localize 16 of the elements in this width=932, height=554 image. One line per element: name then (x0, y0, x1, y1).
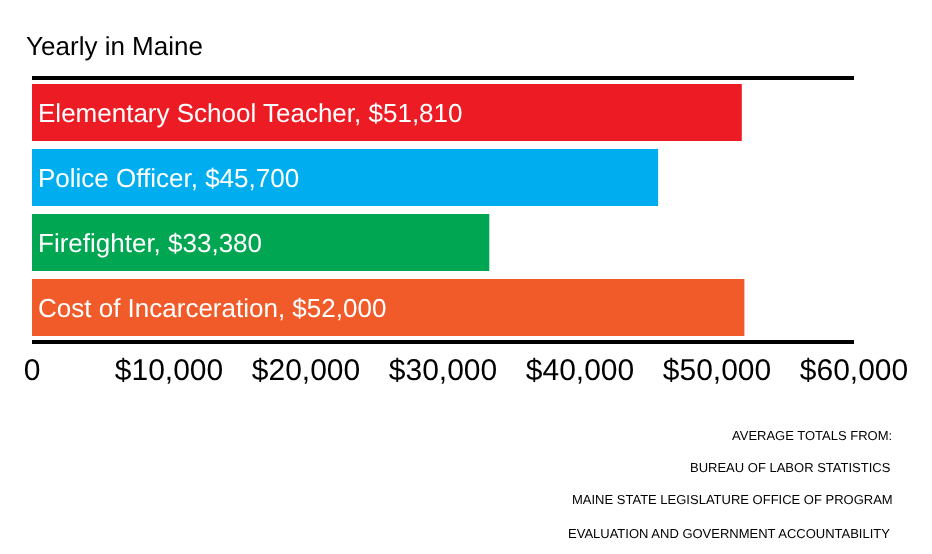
x-tick-label: $50,000 (662, 353, 772, 388)
x-tick-label: $30,000 (388, 353, 498, 388)
x-tick-label: $20,000 (251, 353, 361, 388)
x-tick-label: $10,000 (114, 353, 224, 388)
bar (32, 148, 659, 207)
bar (32, 83, 742, 142)
data-label: Elementary School Teacher, $51,810 (38, 97, 463, 128)
bar (32, 213, 490, 272)
data-label: Police Officer, $45,700 (38, 162, 300, 193)
data-label: Firefighter, $33,380 (38, 227, 263, 258)
data-label: Cost of Incarceration, $52,000 (38, 292, 387, 323)
bar (32, 278, 745, 337)
x-tick-label: $60,000 (799, 353, 909, 388)
chart-title: Yearly in Maine (26, 31, 203, 62)
x-tick-label: 0 (23, 353, 41, 388)
x-tick-label: $40,000 (525, 353, 635, 388)
